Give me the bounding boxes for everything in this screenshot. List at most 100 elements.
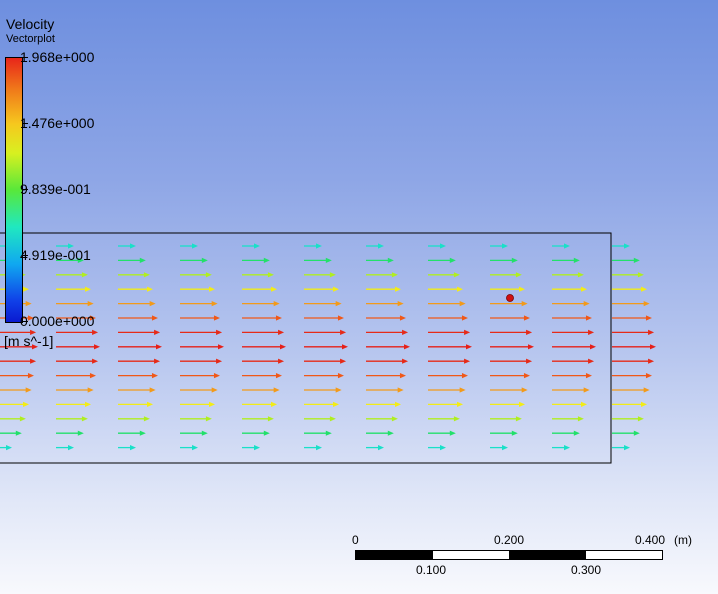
velocity-vector [242,430,270,436]
velocity-vector [56,286,92,292]
velocity-vector [118,272,150,278]
velocity-vector [428,243,446,249]
velocity-vector [304,445,322,451]
legend-units: [m s^-1] [4,333,54,349]
velocity-vector [56,358,99,364]
velocity-vector [242,401,278,407]
velocity-vector [0,445,12,451]
velocity-vector [56,445,74,451]
velocity-vector [118,329,161,335]
velocity-vector [366,445,384,451]
velocity-vector [304,387,342,393]
velocity-vector [118,344,162,350]
velocity-vector [180,315,220,321]
velocity-vector [56,272,88,278]
velocity-vector [304,358,347,364]
velocity-vector [180,387,218,393]
velocity-vector [56,257,84,263]
scale-unit: (m) [674,533,692,547]
velocity-vector [366,329,409,335]
velocity-vector [366,272,398,278]
velocity-vector [304,373,344,379]
velocity-vector [612,387,650,393]
velocity-vector [304,401,340,407]
velocity-vector [612,329,655,335]
velocity-vector [56,315,96,321]
velocity-vector [428,329,471,335]
scale-label: 0.400 [635,533,666,547]
velocity-vector [180,243,198,249]
velocity-vector [118,445,136,451]
velocity-vector [552,243,570,249]
velocity-vector [304,430,332,436]
velocity-vector [490,257,518,263]
velocity-vector [118,401,154,407]
velocity-vector [242,358,285,364]
velocity-vector [490,272,522,278]
velocity-vector [180,286,216,292]
velocity-vector [242,344,286,350]
velocity-vector [428,387,466,393]
velocity-vector [242,445,260,451]
velocity-vector [242,286,278,292]
scale-label: 0.300 [571,563,602,577]
velocity-vector [612,243,630,249]
velocity-vector [180,344,224,350]
scale-segment [509,551,586,559]
velocity-vector [180,257,208,263]
velocity-vector [242,416,274,422]
velocity-vector [490,315,530,321]
velocity-vector [612,445,630,451]
velocity-vector [366,387,404,393]
velocity-vector [56,344,100,350]
velocity-vector [490,416,522,422]
colorbar-tick-label: 4.919e-001 [20,247,91,263]
velocity-vector [490,401,526,407]
velocity-vector [242,257,270,263]
velocity-vector [56,373,96,379]
velocity-vector [0,373,34,379]
velocity-vector [242,301,280,307]
velocity-vector [552,315,592,321]
velocity-vector [490,387,528,393]
legend-subtitle: Vectorplot [6,33,55,45]
velocity-vector [180,373,220,379]
velocity-vector [612,401,648,407]
scale-label: 0.200 [494,533,525,547]
velocity-vector [242,243,260,249]
velocity-vector [0,344,38,350]
velocity-vector [366,286,402,292]
velocity-vector [304,286,340,292]
velocity-vector [118,243,136,249]
velocity-vector [118,315,158,321]
velocity-vector [366,358,409,364]
ruler-scale-bar [355,550,663,560]
velocity-vector [180,301,218,307]
velocity-vector [552,301,590,307]
velocity-vector [366,430,394,436]
velocity-vector [428,401,464,407]
velocity-vector [304,272,336,278]
velocity-vector [56,301,94,307]
velocity-vector [428,416,460,422]
velocity-vector [118,373,158,379]
velocity-vector [612,257,640,263]
scale-segment [585,551,662,559]
velocity-vector [612,430,640,436]
velocity-vector [490,243,508,249]
velocity-vector [0,430,22,436]
velocity-vector [180,445,198,451]
velocity-vector [428,257,456,263]
velocity-vector [428,286,464,292]
velocity-vector [180,272,212,278]
velocity-vector [552,387,590,393]
velocity-vector [428,315,468,321]
velocity-vector [612,301,650,307]
velocity-vector [612,416,644,422]
velocity-vector [366,416,398,422]
velocity-vector [552,257,580,263]
velocity-vector [56,430,84,436]
velocity-vector [180,358,223,364]
velocity-vector [552,358,595,364]
